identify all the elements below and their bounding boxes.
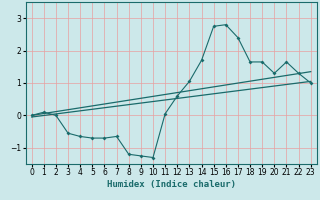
- X-axis label: Humidex (Indice chaleur): Humidex (Indice chaleur): [107, 180, 236, 189]
